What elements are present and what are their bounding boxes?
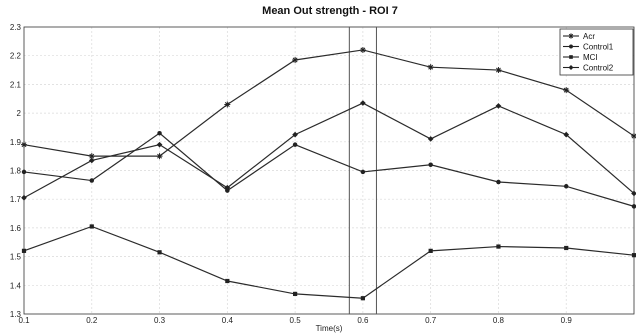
data-point-mci	[360, 296, 365, 301]
legend-marker-control1	[569, 44, 573, 49]
data-point-control1	[428, 162, 433, 168]
data-point-mci	[631, 253, 636, 258]
grid	[24, 27, 634, 314]
data-point-control2	[563, 131, 570, 138]
y-tick-label: 1.8	[10, 167, 22, 176]
data-point-mci	[428, 248, 433, 253]
data-point-control2	[292, 131, 298, 138]
data-point-control2	[21, 194, 27, 201]
data-point-acr	[156, 153, 163, 160]
data-point-control1	[157, 130, 162, 136]
data-point-mci	[21, 248, 27, 253]
series-control2	[21, 100, 636, 201]
chart-title: Mean Out strength - ROI 7	[262, 5, 398, 17]
data-point-acr	[495, 67, 502, 74]
series-line-control2	[23, 102, 635, 199]
series-line-control1	[23, 132, 635, 207]
data-point-mci	[293, 291, 298, 297]
data-point-acr	[88, 153, 95, 160]
y-tick-label: 2.1	[10, 80, 22, 89]
data-point-control2	[88, 157, 95, 164]
legend-item-control2: Control2	[563, 64, 614, 73]
legend-marker-mci	[569, 55, 573, 59]
legend-label: Control2	[583, 64, 614, 73]
data-point-mci	[496, 244, 501, 249]
data-point-acr	[292, 57, 299, 64]
data-point-acr	[224, 101, 231, 108]
data-point-control2	[427, 136, 434, 142]
data-point-control1	[292, 142, 298, 147]
data-point-control2	[495, 103, 502, 109]
series-group	[21, 46, 636, 301]
series-control1	[21, 130, 636, 209]
x-tick-label: 0.7	[425, 316, 437, 325]
legend-item-acr: Acr	[563, 32, 595, 41]
x-axis-label: Time(s)	[316, 324, 343, 333]
data-point-acr	[563, 87, 570, 94]
y-tick-label: 2.3	[10, 23, 22, 32]
data-point-acr	[631, 133, 636, 140]
legend-item-control1: Control1	[563, 43, 614, 52]
legend-marker-acr	[568, 33, 574, 39]
x-tick-label: 0.1	[18, 316, 30, 325]
y-tick-label: 2	[17, 109, 22, 118]
x-tick-label: 0.2	[86, 316, 98, 325]
data-point-control2	[360, 100, 366, 106]
x-tick-label: 0.5	[290, 316, 302, 325]
data-point-control1	[21, 169, 27, 175]
tick-labels: 1.3 1.4 1.5 1.6 1.7 1.8 1.9 2 2.1 2.2 2.3 0.1 0.2 0.3…	[10, 23, 572, 325]
y-tick-label: 2.2	[10, 52, 22, 61]
y-tick-label: 1.7	[10, 195, 22, 204]
legend-label: MCI	[583, 53, 598, 62]
x-tick-label: 0.4	[222, 316, 234, 325]
data-point-control2	[224, 184, 231, 191]
data-point-control1	[360, 169, 366, 175]
data-point-mci	[89, 224, 94, 229]
data-point-acr	[21, 141, 27, 148]
data-point-control2	[156, 141, 163, 148]
y-tick-label: 1.3	[10, 310, 22, 319]
data-point-control2	[631, 190, 636, 197]
series-acr	[21, 46, 636, 160]
data-point-control1	[631, 204, 636, 209]
data-point-mci	[564, 245, 569, 251]
legend-marker-control2	[568, 65, 574, 70]
y-tick-label: 1.5	[10, 253, 22, 262]
y-tick-label: 1.6	[10, 224, 22, 233]
legend-item-mci: MCI	[563, 53, 598, 62]
data-point-mci	[157, 250, 162, 255]
legend-label: Control1	[583, 43, 614, 52]
data-point-control1	[563, 184, 569, 189]
series-mci	[21, 224, 636, 301]
data-point-control1	[225, 188, 230, 193]
data-point-acr	[359, 46, 366, 53]
data-point-control1	[89, 178, 95, 183]
x-tick-label: 0.8	[493, 316, 505, 325]
data-point-acr	[427, 64, 434, 71]
series-line-mci	[23, 225, 635, 299]
data-point-control1	[496, 179, 501, 185]
x-tick-label: 0.9	[561, 316, 573, 325]
x-tick-label: 0.6	[357, 316, 369, 325]
y-tick-label: 1.9	[10, 138, 22, 147]
y-tick-label: 1.4	[10, 281, 22, 290]
legend-label: Acr	[583, 32, 595, 41]
series-line-acr	[23, 49, 635, 157]
x-tick-label: 0.3	[154, 316, 166, 325]
data-point-mci	[225, 278, 230, 284]
